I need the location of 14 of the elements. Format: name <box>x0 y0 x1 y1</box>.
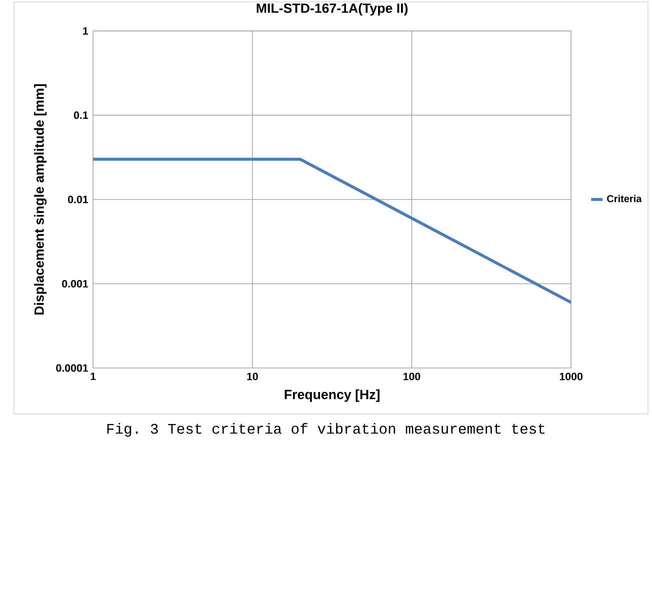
y-axis-title: Displacement single amplitude [mm] <box>34 84 47 315</box>
x-axis-title: Frequency [Hz] <box>284 389 380 402</box>
y-tick-label: 1 <box>83 27 88 35</box>
y-tick-label: 0.0001 <box>56 364 88 372</box>
x-tick-label: 1 <box>90 372 96 380</box>
chart-title: MIL-STD-167-1A(Type II) <box>256 3 408 16</box>
caption: Fig. 3 Test criteria of vibration measurement test <box>107 423 544 437</box>
y-tick-label: 0.01 <box>68 196 88 204</box>
legend-label: Criteria <box>607 194 642 202</box>
x-tick-label: 10 <box>247 372 258 380</box>
y-tick-label: 0.1 <box>74 111 88 120</box>
x-tick-label: 1000 <box>560 372 582 380</box>
x-tick-label: 100 <box>404 372 420 380</box>
y-tick-label: 0.001 <box>62 280 88 288</box>
